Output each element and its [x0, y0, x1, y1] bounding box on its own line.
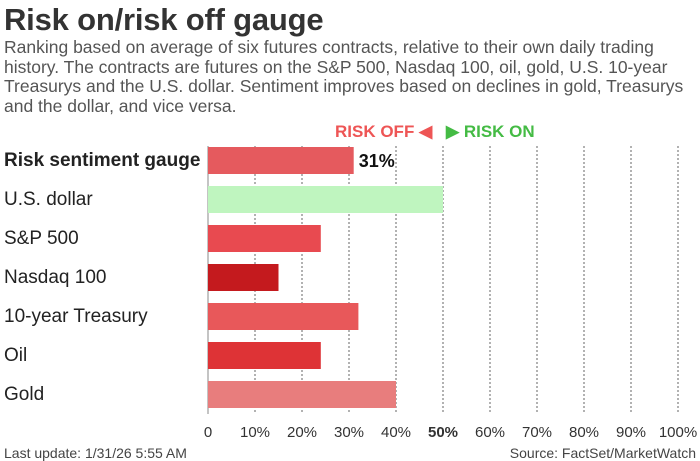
- source-note: Source: FactSet/MarketWatch: [509, 445, 696, 461]
- x-tick-label: 40%: [381, 424, 411, 441]
- bar: [208, 264, 279, 291]
- x-tick-label: 100%: [659, 424, 697, 441]
- left-triangle-icon: ◀: [419, 122, 433, 141]
- data-label: 31%: [359, 151, 395, 171]
- legend-risk-off: RISK OFF ◀: [335, 122, 432, 142]
- last-update: Last update: 1/31/26 5:55 AM: [4, 445, 187, 461]
- legend-risk-on-label: RISK ON: [463, 122, 535, 141]
- category-label: 10-year Treasury: [4, 306, 148, 327]
- x-tick-label: 50%: [428, 424, 458, 441]
- bar: [208, 225, 321, 252]
- x-tick-label: 60%: [475, 424, 505, 441]
- bar: [208, 186, 443, 213]
- x-tick-label: 70%: [522, 424, 552, 441]
- category-label: S&P 500: [4, 228, 79, 249]
- category-label: U.S. dollar: [4, 189, 93, 210]
- category-label: Risk sentiment gauge: [4, 150, 201, 171]
- x-tick-label: 20%: [287, 424, 317, 441]
- x-tick-label: 30%: [334, 424, 364, 441]
- category-label: Gold: [4, 384, 45, 405]
- bar: [208, 342, 321, 369]
- bar: [208, 147, 354, 174]
- chart-title: Risk on/risk off gauge: [4, 2, 324, 37]
- x-tick-label: 0: [204, 424, 212, 441]
- category-label: Nasdaq 100: [4, 267, 107, 288]
- chart-subtitle: Ranking based on average of six futures …: [4, 37, 684, 116]
- legend-risk-on: ▶ RISK ON: [446, 122, 535, 142]
- right-triangle-icon: ▶: [446, 122, 460, 141]
- x-tick-label: 80%: [569, 424, 599, 441]
- x-tick-label: 90%: [616, 424, 646, 441]
- bar: [208, 381, 396, 408]
- x-tick-label: 10%: [240, 424, 270, 441]
- bar: [208, 303, 359, 330]
- category-label: Oil: [4, 345, 28, 366]
- legend-risk-off-label: RISK OFF: [335, 122, 415, 141]
